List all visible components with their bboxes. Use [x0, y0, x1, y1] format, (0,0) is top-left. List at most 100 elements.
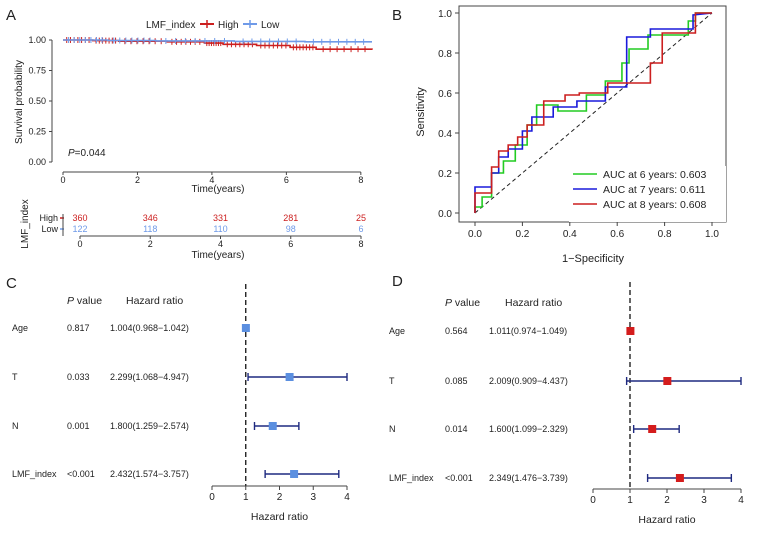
risk-row-label-low: Low: [41, 224, 58, 234]
forest-xlabel: Hazard ratio: [638, 514, 695, 526]
km-x-tick-label: 2: [135, 175, 140, 185]
forest-row-pvalue: 0.564: [445, 326, 468, 336]
forest-row-pvalue: 0.085: [445, 376, 468, 386]
forest-x-tick-label: 2: [664, 495, 670, 506]
km-x-tick-label: 4: [209, 175, 214, 185]
roc-y-tick-label: 1.0: [438, 9, 452, 20]
forest-x-tick-label: 0: [209, 492, 215, 503]
forest-header-pvalue: P value: [67, 295, 102, 307]
forest-row-hr: 1.800(1.259−2.574): [110, 421, 189, 431]
forest-row-pvalue: 0.001: [67, 421, 90, 431]
roc-legend-label: AUC at 7 years: 0.611: [603, 184, 706, 196]
risk-cell: 25: [356, 213, 366, 223]
roc-x-tick-label: 0.0: [468, 229, 482, 240]
forest-c: P value Hazard ratio Age 0.817 1.004(0.968−1…: [12, 284, 350, 523]
roc-diagonal: [474, 12, 713, 214]
roc-x-tick-label: 0.4: [563, 229, 577, 240]
forest-header-hr: Hazard ratio: [505, 297, 562, 309]
panel-b-letter: B: [392, 7, 402, 24]
forest-x-tick-label: 1: [627, 495, 633, 506]
forest-point: [241, 324, 250, 332]
roc-curve-7-years: [474, 12, 713, 213]
km-pvalue-text: =0.044: [75, 148, 106, 159]
forest-xlabel: Hazard ratio: [251, 511, 308, 523]
forest-row-name: T: [389, 376, 395, 386]
forest-point: [626, 327, 635, 335]
forest-x-tick-label: 3: [310, 492, 316, 503]
forest-row-name: Age: [12, 323, 28, 333]
roc-y-tick-label: 0.8: [438, 49, 452, 60]
risk-cell: 110: [213, 224, 227, 234]
roc-legend-box: [569, 166, 726, 222]
km-x-tick-label: 6: [284, 175, 289, 185]
roc-curves: [474, 12, 713, 213]
roc-y-tick-label: 0.0: [438, 209, 452, 220]
roc-axes: 0.0 0.2 0.4 0.6 0.8 1.0 0.0 0.2 0.4 0.6 0.8 1.0: [438, 9, 719, 240]
roc-xlabel: 1−Specificity: [562, 253, 625, 265]
km-pvalue-label: P: [68, 148, 75, 159]
roc-legend-label: AUC at 6 years: 0.603: [603, 169, 706, 181]
risk-cell: 98: [286, 224, 296, 234]
panel-c-letter: C: [6, 275, 17, 292]
forest-row-hr: 2.299(1.068−4.947): [110, 372, 189, 382]
forest-point: [268, 422, 277, 430]
roc-y-tick-label: 0.4: [438, 129, 452, 140]
km-xlabel: Time(years): [192, 184, 245, 195]
forest-row-name: LMF_index: [389, 473, 434, 483]
forest-point: [285, 373, 294, 381]
forest-row-hr: 1.004(0.968−1.042): [110, 323, 189, 333]
forest-row-name: Age: [389, 326, 405, 336]
forest-d: P value Hazard ratio Age 0.564 1.011(0.974−1…: [389, 282, 744, 526]
forest-x-tick-label: 4: [344, 492, 350, 503]
roc-y-tick-label: 0.6: [438, 89, 452, 100]
km-ylabel: Survival probability: [14, 60, 25, 144]
km-x-tick-label: 0: [60, 175, 65, 185]
risk-x-tick-label: 8: [358, 239, 363, 249]
risk-table: High 360 346 331 281 25 Low 122 118 110 98 6 0 2 4 6 8: [39, 213, 366, 249]
km-legend-title: LMF_index: [146, 20, 195, 31]
forest-header-pvalue-text: value: [74, 295, 102, 307]
forest-header-pvalue-text: value: [452, 297, 480, 309]
forest-row-name: LMF_index: [12, 469, 57, 479]
panel-a-letter: A: [6, 7, 16, 24]
forest-row-pvalue: 0.014: [445, 424, 468, 434]
forest-row-hr: 2.009(0.909−4.437): [489, 376, 568, 386]
roc-x-tick-label: 1.0: [705, 229, 719, 240]
forest-point: [290, 470, 299, 478]
forest-row-pvalue: 0.033: [67, 372, 90, 382]
forest-row-hr: 2.432(1.574−3.757): [110, 469, 189, 479]
risk-cell: 122: [72, 224, 87, 234]
risk-x-tick-label: 4: [218, 239, 223, 249]
roc-x-tick-label: 0.8: [658, 229, 672, 240]
km-y-tick-label: 0.25: [28, 127, 46, 137]
km-legend-high-label: High: [218, 20, 239, 31]
forest-header-hr: Hazard ratio: [126, 295, 183, 307]
forest-x-tick-label: 2: [277, 492, 283, 503]
km-y-tick-label: 0.00: [28, 157, 46, 167]
forest-row-pvalue: <0.001: [67, 469, 95, 479]
roc-y-tick-label: 0.2: [438, 169, 452, 180]
risk-x-tick-label: 2: [148, 239, 153, 249]
roc-curve-8-years: [474, 12, 712, 213]
risk-cell: 331: [213, 213, 228, 223]
forest-x-tick-label: 4: [738, 495, 744, 506]
forest-point: [675, 474, 684, 482]
forest-row-name: N: [12, 421, 19, 431]
forest-point: [648, 425, 657, 433]
panel-b: B Sensitivity 1−Specificity 0.0 0.2 0.4 0.6…: [392, 5, 727, 265]
roc-legend-label: AUC at 8 years: 0.608: [603, 199, 706, 211]
panel-d: D P value Hazard ratio Age 0.564 1.011(0.974…: [389, 273, 744, 526]
forest-header-pvalue-label: P: [445, 297, 452, 309]
panel-a: A LMF_index High Low Survival probabilit…: [6, 7, 373, 261]
forest-row-name: N: [389, 424, 396, 434]
risk-ylabel: LMF_index: [20, 199, 31, 248]
km-y-tick-label: 0.50: [28, 96, 46, 106]
risk-row-label-high: High: [39, 213, 58, 223]
km-x-axis: 0 2 4 6 8: [60, 171, 363, 185]
km-y-tick-label: 1.00: [28, 35, 46, 45]
forest-row-pvalue: 0.817: [67, 323, 90, 333]
risk-x-tick-label: 6: [288, 239, 293, 249]
roc-x-tick-label: 0.6: [610, 229, 624, 240]
forest-row-pvalue: <0.001: [445, 473, 473, 483]
forest-x-tick-label: 1: [243, 492, 249, 503]
